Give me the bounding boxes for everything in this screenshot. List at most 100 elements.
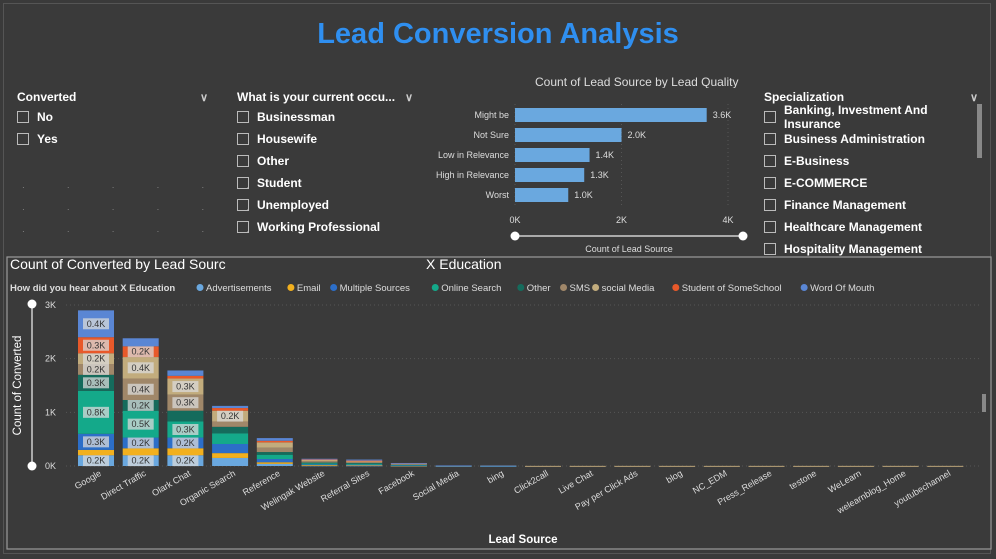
bar[interactable] [515,188,569,202]
checkbox[interactable] [237,199,249,211]
bar-segment[interactable] [346,463,383,465]
bar-segment[interactable] [301,462,338,464]
bar[interactable] [515,108,707,122]
bar-segment[interactable] [390,465,427,467]
checkbox[interactable] [764,177,776,189]
bar-segment[interactable] [212,443,249,454]
slicer-specialization-header[interactable]: Specialization ∨ [764,88,980,106]
legend-entry[interactable]: Online Search [441,283,501,294]
bar-segment[interactable] [525,465,561,467]
bar-segment[interactable] [256,459,293,463]
bar-segment[interactable] [212,408,249,411]
bar-segment[interactable] [748,465,785,467]
slicer-option[interactable]: Unemployed [237,194,415,216]
bar[interactable] [515,128,622,142]
bar-segment[interactable] [122,448,159,456]
slicer-option[interactable]: E-Business [764,150,980,172]
bar-segment[interactable] [346,463,383,464]
bar-segment[interactable] [390,463,427,465]
checkbox[interactable] [764,243,776,255]
legend-entry[interactable]: social Media [602,283,656,294]
bar-segment[interactable] [837,465,874,467]
bar-segment[interactable] [659,465,696,467]
slicer-option[interactable]: Finance Management [764,194,980,216]
checkbox[interactable] [237,111,249,123]
legend-entry[interactable]: Multiple Sources [340,283,410,294]
chart-scrollbar[interactable] [982,394,986,412]
bar-segment[interactable] [614,465,651,467]
checkbox[interactable] [764,133,776,145]
bar-segment[interactable] [301,461,338,463]
checkbox[interactable] [764,221,776,233]
bar-segment[interactable] [569,465,606,467]
bar-segment[interactable] [927,465,964,467]
slicer-occupation-header[interactable]: What is your current occu... ∨ [237,88,415,106]
checkbox[interactable] [237,177,249,189]
bar-segment[interactable] [212,426,249,434]
bar-segment[interactable] [212,453,249,458]
legend-entry[interactable]: Other [527,283,551,294]
bar-segment[interactable] [346,465,383,466]
bar-segment[interactable] [256,440,293,443]
legend-entry[interactable]: Word Of Mouth [810,283,874,294]
y-range-slider-handle-max[interactable] [27,299,37,309]
slicer-option[interactable]: Banking, Investment And Insurance [764,103,980,131]
slicer-converted-header[interactable]: Converted ∨ [17,88,210,106]
bar-segment[interactable] [212,457,249,466]
bar-segment[interactable] [882,465,919,467]
checkbox[interactable] [764,155,776,167]
legend-entry[interactable]: Student of SomeSchool [682,283,782,294]
slicer-option[interactable]: Businessman [237,106,415,128]
slicer-option[interactable]: Healthcare Management [764,216,980,238]
chevron-down-icon[interactable]: ∨ [969,91,979,104]
bar-segment[interactable] [346,460,383,462]
chevron-down-icon[interactable]: ∨ [404,91,414,104]
bar[interactable] [515,148,590,162]
bar-segment[interactable] [703,465,740,467]
bar-segment[interactable] [346,460,383,463]
legend-entry[interactable]: SMS [570,283,591,294]
bar-segment[interactable] [212,421,249,427]
slicer-option[interactable]: Yes [17,128,210,150]
bar-segment[interactable] [793,465,830,467]
bar-segment[interactable] [301,459,338,461]
bar-segment[interactable] [390,462,427,464]
bar-segment[interactable] [122,338,159,347]
bar-segment[interactable] [256,447,293,453]
bar-segment[interactable] [256,442,293,448]
slicer-option[interactable]: E-COMMERCE [764,172,980,194]
slicer-option[interactable]: Working Professional [237,216,415,238]
slicer-option[interactable]: Student [237,172,415,194]
checkbox[interactable] [17,111,29,123]
bar-segment[interactable] [301,459,338,462]
bar-segment[interactable] [301,465,338,466]
bar-segment[interactable] [301,463,338,465]
checkbox[interactable] [17,133,29,145]
bar-segment[interactable] [212,405,249,409]
bar-segment[interactable] [346,459,383,461]
legend-entry[interactable]: Advertisements [206,283,272,294]
bar-segment[interactable] [167,448,204,456]
bar-segment[interactable] [256,463,293,466]
bar-segment[interactable] [212,433,249,444]
bar-segment[interactable] [480,465,517,467]
checkbox[interactable] [764,111,776,123]
checkbox[interactable] [237,221,249,233]
slicer-option[interactable]: Business Administration [764,128,980,150]
bar-segment[interactable] [256,452,293,455]
bar-segment[interactable] [167,375,204,379]
slicer-option[interactable]: Hospitality Management [764,238,980,260]
bar-segment[interactable] [256,454,293,460]
bar-segment[interactable] [346,462,383,464]
bar[interactable] [515,168,585,182]
bar-segment[interactable] [78,449,114,456]
checkbox[interactable] [764,199,776,211]
legend-entry[interactable]: Email [297,283,321,294]
chevron-down-icon[interactable]: ∨ [199,91,209,104]
slicer-option[interactable]: Other [237,150,415,172]
bar-segment[interactable] [346,464,383,466]
bar-segment[interactable] [167,370,204,376]
bar-segment[interactable] [256,438,293,441]
bar-segment[interactable] [301,464,338,466]
bar-segment[interactable] [390,464,427,466]
